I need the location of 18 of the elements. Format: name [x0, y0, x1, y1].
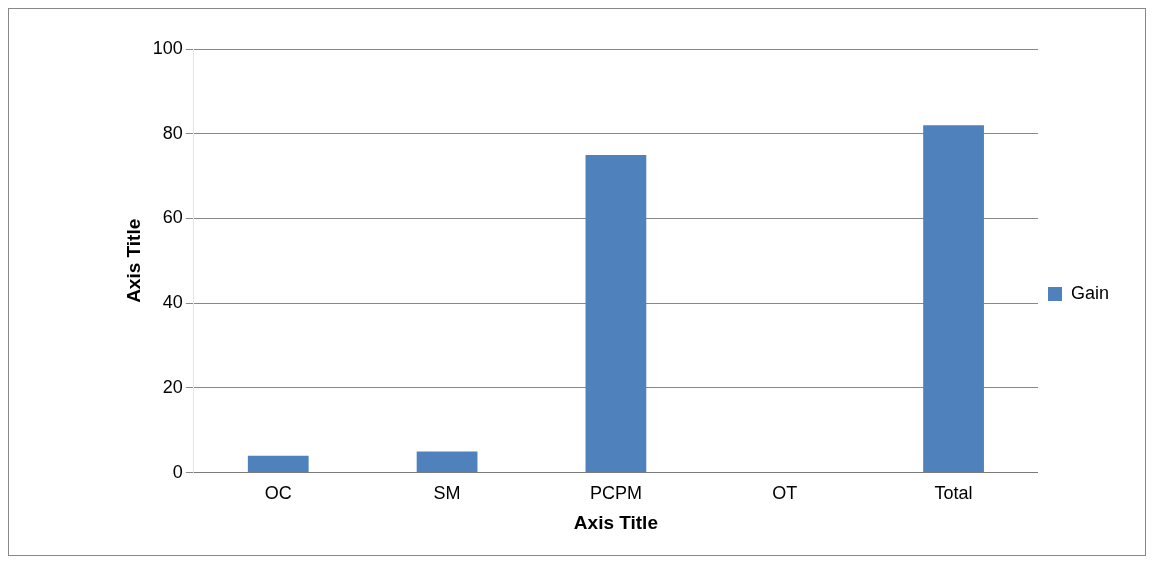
- x-tick-label: OC: [264, 483, 292, 504]
- bar: [585, 154, 647, 473]
- x-tick-label: OT: [772, 483, 798, 504]
- bar: [923, 125, 984, 473]
- y-tick-label: 100: [152, 37, 183, 58]
- y-tick-label: 80: [162, 122, 183, 143]
- y-tick-label: 0: [172, 461, 183, 482]
- y-tick-label: 40: [162, 292, 183, 313]
- x-tick-label: SM: [433, 483, 461, 504]
- y-tick-label: 60: [162, 207, 183, 228]
- y-tick-label: 20: [162, 376, 183, 397]
- x-tick-label: Total: [934, 483, 973, 504]
- bar: [416, 451, 478, 473]
- y-axis-title: Axis Title: [122, 218, 144, 303]
- x-axis-title: Axis Title: [573, 511, 658, 533]
- legend-label: Gain: [1070, 282, 1110, 303]
- bar: [247, 455, 309, 473]
- x-tick-label: PCPM: [589, 483, 642, 504]
